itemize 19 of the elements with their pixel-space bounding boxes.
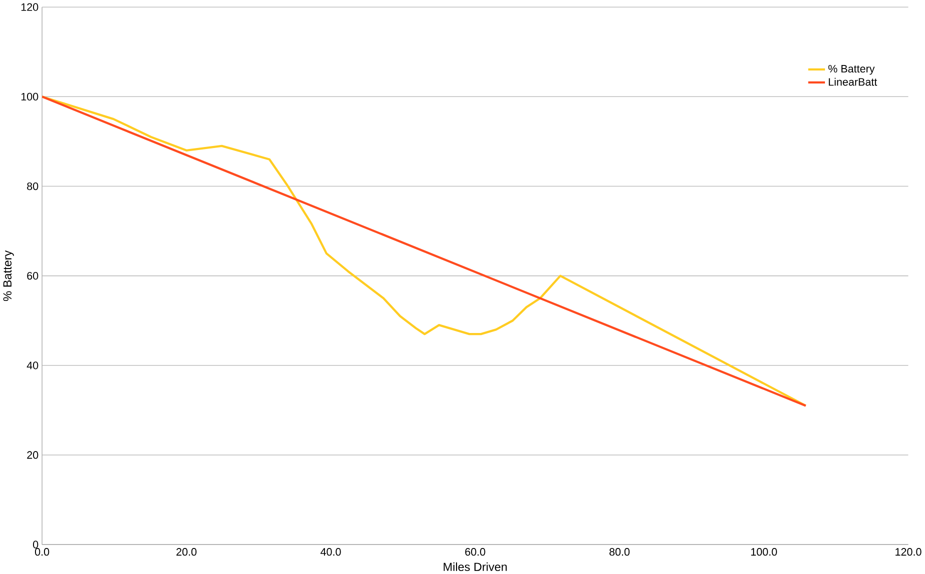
- x-tick-label: 120.0: [896, 548, 922, 556]
- legend-label: % Battery: [828, 64, 875, 75]
- x-tick-label: 40.0: [320, 548, 341, 556]
- x-tick-label: 100.0: [751, 548, 777, 556]
- x-tick-label: 0.0: [34, 548, 50, 556]
- y-tick-label: 0: [33, 540, 38, 548]
- y-tick-label: 120: [21, 3, 38, 11]
- legend-label: LinearBatt: [828, 78, 878, 86]
- y-tick-label: 40: [26, 361, 38, 370]
- x-tick-label: 80.0: [609, 548, 630, 556]
- y-tick-label: 80: [27, 182, 38, 190]
- x-tick-label: 60.0: [465, 548, 486, 556]
- y-tick-label: 100: [21, 92, 38, 100]
- y-tick-label: 60: [27, 272, 38, 280]
- line-series: [42, 95, 807, 407]
- x-axis-title: Miles Driven: [444, 562, 507, 571]
- y-tick-label: 20: [27, 451, 38, 459]
- y-axis-title: % Battery: [3, 250, 14, 301]
- x-tick-label: 20.0: [176, 548, 196, 556]
